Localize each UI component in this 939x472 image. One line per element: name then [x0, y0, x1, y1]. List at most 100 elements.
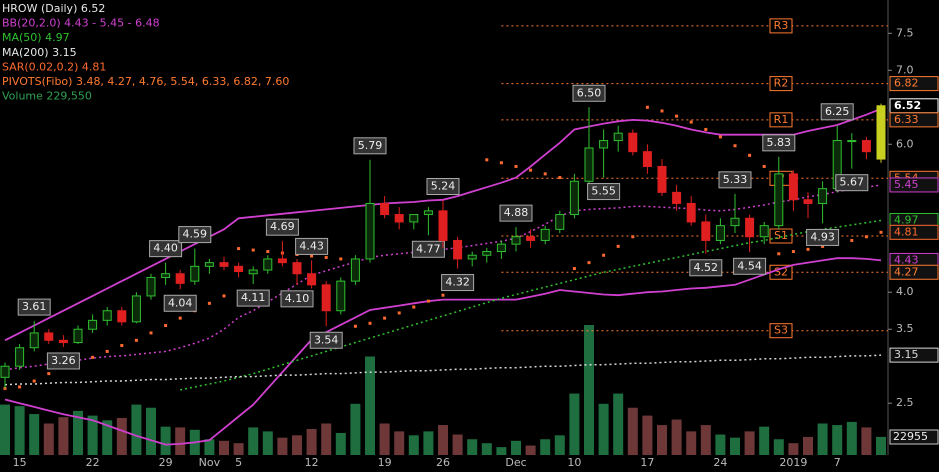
volume-bar: [87, 415, 98, 455]
x-tick-label: 26: [436, 456, 450, 469]
candle-body: [555, 214, 565, 230]
callout-box: [820, 103, 854, 121]
sar-dot: [777, 252, 781, 256]
y-tick-label: 2.5: [896, 396, 914, 409]
sar-dot: [704, 127, 708, 131]
volume-bar: [423, 431, 434, 455]
sar-dot: [850, 238, 854, 242]
callout-box: [309, 331, 343, 349]
volume-bar: [14, 406, 25, 455]
volume-bar: [102, 420, 113, 455]
candle-body: [0, 365, 10, 378]
sar-dot: [733, 144, 737, 148]
x-tick-label: 29: [159, 456, 173, 469]
sar-dot: [791, 250, 795, 254]
value-badge-label: 4.43: [894, 253, 919, 266]
value-badge: [889, 112, 939, 128]
callout-box: [718, 171, 752, 189]
callout-label: 3.54: [314, 333, 339, 346]
callout-label: 4.93: [810, 230, 835, 243]
callout-label: 4.88: [504, 206, 529, 219]
callout-label: 3.61: [22, 300, 47, 313]
volume-bar: [642, 415, 653, 455]
sar-dot: [689, 120, 693, 124]
candle-body: [423, 210, 433, 216]
volume-bar: [248, 427, 259, 455]
pivot-label: S1: [774, 229, 788, 242]
pivot-box: [769, 228, 793, 244]
callout-label: 4.43: [299, 239, 324, 252]
candle-body: [350, 258, 360, 282]
sar-dot: [237, 247, 241, 251]
value-badge-label: 6.82: [894, 77, 919, 90]
candle-body: [44, 332, 54, 341]
volume-bar: [861, 427, 872, 455]
sar-dot: [134, 338, 138, 342]
indicator-line: [4, 107, 882, 342]
value-badge: [889, 76, 939, 92]
pivot-box: [769, 76, 793, 92]
callout-label: 4.59: [183, 228, 208, 241]
callout-box: [17, 298, 51, 316]
candle-body: [88, 319, 98, 330]
sar-dot: [748, 153, 752, 157]
candle-body: [686, 202, 696, 223]
callout-label: 5.24: [431, 179, 456, 192]
volume-bar: [116, 417, 127, 455]
callout-label: 5.67: [840, 176, 865, 189]
sar-dot: [645, 105, 649, 109]
candle-body: [861, 140, 871, 153]
volume-bar: [759, 426, 770, 455]
candle-body: [146, 276, 156, 297]
candle-body: [73, 328, 83, 344]
pivot-box: [769, 18, 793, 34]
volume-bar: [262, 431, 273, 455]
value-badge-label: 4.81: [894, 225, 919, 238]
callout-box: [689, 259, 723, 277]
x-tick-label: 15: [13, 456, 27, 469]
candle-body: [131, 295, 141, 323]
pivot-box: [769, 323, 793, 339]
value-badge-label: 4.97: [894, 213, 919, 226]
candle-body: [847, 140, 857, 143]
sar-dot: [675, 114, 679, 118]
y-tick-label: 7.0: [896, 63, 914, 76]
volume-bar: [29, 414, 40, 455]
value-badge-label: 6.33: [894, 113, 919, 126]
callout-box: [163, 294, 197, 312]
legend-line: MA(50) 4.97: [2, 31, 70, 44]
callout-box: [499, 204, 533, 222]
sar-dot: [529, 168, 533, 172]
volume-bar: [511, 440, 521, 455]
candle-body: [248, 269, 258, 275]
volume-bar: [204, 439, 215, 455]
volume-bar: [146, 407, 156, 455]
x-tick-label: 10: [567, 456, 581, 469]
sar-dot: [353, 324, 357, 328]
sar-dot: [324, 255, 328, 259]
volume-bar: [540, 439, 551, 455]
candle-body: [803, 199, 813, 204]
candle-body: [628, 132, 638, 153]
sar-dot: [441, 293, 445, 297]
callout-label: 5.79: [358, 139, 383, 152]
callout-box: [149, 240, 183, 258]
candle-body: [29, 332, 39, 349]
candle-body: [321, 284, 331, 312]
indicator-line: [4, 257, 882, 446]
pivot-box: [769, 112, 793, 128]
x-tick-label: 7: [834, 456, 841, 469]
callout-label: 4.32: [445, 276, 470, 289]
candle-body: [307, 273, 317, 286]
volume-bar: [671, 419, 682, 455]
volume-bar: [803, 436, 813, 455]
volume-bar: [219, 440, 229, 455]
callout-label: 5.83: [767, 136, 792, 149]
volume-bar: [452, 434, 463, 455]
volume-bar: [131, 404, 142, 455]
sar-dot: [864, 235, 868, 239]
sar-dot: [222, 294, 226, 298]
sar-dot: [383, 316, 387, 320]
callout-box: [178, 226, 212, 244]
